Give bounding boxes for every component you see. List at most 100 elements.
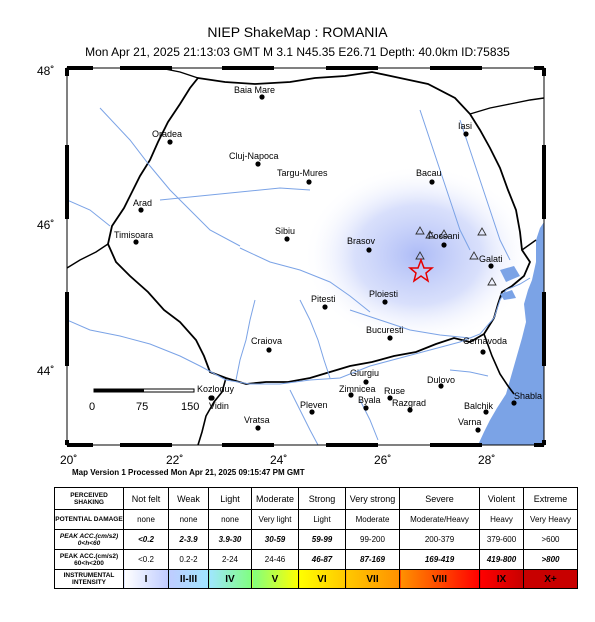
city-marker bbox=[483, 409, 489, 415]
legend-cell: 3.9-30 bbox=[208, 529, 252, 550]
city-marker bbox=[309, 409, 315, 415]
legend-cell: Weak bbox=[168, 487, 209, 510]
legend-cell: Light bbox=[208, 487, 252, 510]
legend-cell: Heavy bbox=[479, 509, 524, 530]
city-label: Sibiu bbox=[275, 226, 295, 236]
city-label: Vratsa bbox=[244, 415, 270, 425]
city-marker bbox=[463, 131, 469, 137]
city-marker bbox=[266, 347, 272, 353]
lat-label: 46˚ bbox=[37, 218, 54, 232]
legend-row-damage: POTENTIAL DAMAGE none none none Very lig… bbox=[54, 509, 578, 530]
legend-cell: 2-24 bbox=[208, 549, 252, 570]
city-label: Timisoara bbox=[114, 230, 153, 240]
intensity-cell: II-III bbox=[168, 569, 209, 589]
city-label: Ruse bbox=[384, 386, 405, 396]
frame-tick bbox=[222, 443, 274, 447]
legend-cell: Extreme bbox=[523, 487, 578, 510]
legend-cell: 379-600 bbox=[479, 529, 524, 550]
intensity-cell: X+ bbox=[523, 569, 578, 589]
shakemap: Baia Mare Oradea Iasi Cluj-Napoca Targu-Mure… bbox=[37, 64, 546, 467]
intensity-cell: IV bbox=[208, 569, 252, 589]
frame-tick bbox=[542, 440, 546, 445]
city-marker bbox=[363, 405, 369, 411]
city-marker bbox=[366, 247, 372, 253]
city-marker bbox=[306, 179, 312, 185]
legend-cell: Moderate bbox=[345, 509, 400, 530]
city-label: Baia Mare bbox=[234, 85, 275, 95]
danube-delta-lake bbox=[500, 266, 520, 282]
city-label: Focsani bbox=[428, 231, 460, 241]
city-label: Razgrad bbox=[392, 398, 426, 408]
frame-tick bbox=[120, 443, 172, 447]
city-marker bbox=[441, 242, 447, 248]
bulgaria-romania-border bbox=[483, 333, 515, 395]
city-label: Dulovo bbox=[427, 375, 455, 385]
legend-cell: Very Heavy bbox=[523, 509, 578, 530]
map-frame bbox=[66, 67, 545, 446]
legend-cell: 59-99 bbox=[298, 529, 346, 550]
city-label: Ploiesti bbox=[369, 289, 398, 299]
legend-cell: none bbox=[123, 509, 169, 530]
danube-delta-lake bbox=[500, 290, 516, 300]
intensity-cell: IX bbox=[479, 569, 524, 589]
intensity-cell: I bbox=[123, 569, 169, 589]
legend-cell: 46-87 bbox=[298, 549, 346, 570]
frame-tick bbox=[430, 443, 482, 447]
frame-tick bbox=[534, 443, 544, 447]
city-label: Bacau bbox=[416, 168, 442, 178]
frame-tick bbox=[534, 66, 544, 70]
serbia-border bbox=[67, 243, 109, 269]
legend-row-acc-deep: PEAK ACC.(cm/s2) 60<h<200 <0.2 0.2-2 2-2… bbox=[54, 549, 578, 570]
legend-cell: Very strong bbox=[345, 487, 400, 510]
city-marker bbox=[133, 239, 139, 245]
city-marker bbox=[259, 94, 265, 100]
lon-label: 20˚ bbox=[60, 453, 77, 467]
city-layer: Baia Mare Oradea Iasi Cluj-Napoca Targu-Mure… bbox=[114, 85, 542, 433]
lon-label: 24˚ bbox=[270, 453, 287, 467]
city-marker bbox=[284, 236, 290, 242]
frame-tick bbox=[67, 443, 93, 447]
event-info: Mon Apr 21, 2025 21:13:03 GMT M 3.1 N45.… bbox=[85, 45, 510, 59]
map-version: Map Version 1 Processed Mon Apr 21, 2025… bbox=[72, 468, 305, 477]
city-label: Craiova bbox=[251, 336, 282, 346]
scale-label: 0 bbox=[89, 401, 95, 413]
lon-label: 22˚ bbox=[166, 453, 183, 467]
frame-tick bbox=[65, 292, 69, 366]
frame-tick bbox=[65, 145, 69, 219]
scale-label: 150 bbox=[181, 401, 199, 413]
city-label: Varna bbox=[458, 417, 481, 427]
city-marker bbox=[167, 139, 173, 145]
intensity-legend: PERCEIVED SHAKING Not felt Weak Light Mo… bbox=[54, 487, 578, 589]
legend-cell: 2-3.9 bbox=[168, 529, 209, 550]
lon-label: 28˚ bbox=[478, 453, 495, 467]
city-label: Targu-Mures bbox=[277, 168, 328, 178]
city-marker bbox=[438, 383, 444, 389]
legend-cell: Violent bbox=[479, 487, 524, 510]
intensity-cell: VII bbox=[345, 569, 400, 589]
legend-cell: Very light bbox=[251, 509, 299, 530]
city-label: Bucuresti bbox=[366, 325, 404, 335]
legend-cell: 99-200 bbox=[345, 529, 400, 550]
city-label: Shabla bbox=[514, 391, 542, 401]
frame-tick bbox=[542, 68, 546, 76]
ukraine-border bbox=[469, 97, 544, 115]
legend-row-header: POTENTIAL DAMAGE bbox=[54, 509, 124, 530]
frame-tick bbox=[326, 443, 378, 447]
city-marker bbox=[488, 263, 494, 269]
intensity-cell: VIII bbox=[399, 569, 480, 589]
legend-cell: <0.2 bbox=[123, 529, 169, 550]
city-label: Byala bbox=[358, 395, 381, 405]
legend-cell: none bbox=[208, 509, 252, 530]
city-marker bbox=[363, 379, 369, 385]
city-marker bbox=[255, 425, 261, 431]
city-label: Arad bbox=[133, 198, 152, 208]
frame-tick bbox=[542, 145, 546, 219]
black-sea bbox=[478, 68, 544, 445]
lat-label: 44˚ bbox=[37, 364, 54, 378]
frame-tick bbox=[430, 66, 482, 70]
legend-cell: Moderate/Heavy bbox=[399, 509, 480, 530]
frame-tick bbox=[65, 68, 69, 76]
legend-row-acc-shallow: PEAK ACC.(cm/s2) 0<h<60 <0.2 2-3.9 3.9-3… bbox=[54, 529, 578, 550]
intensity-cell: VI bbox=[298, 569, 346, 589]
city-label: Giurgiu bbox=[350, 368, 379, 378]
